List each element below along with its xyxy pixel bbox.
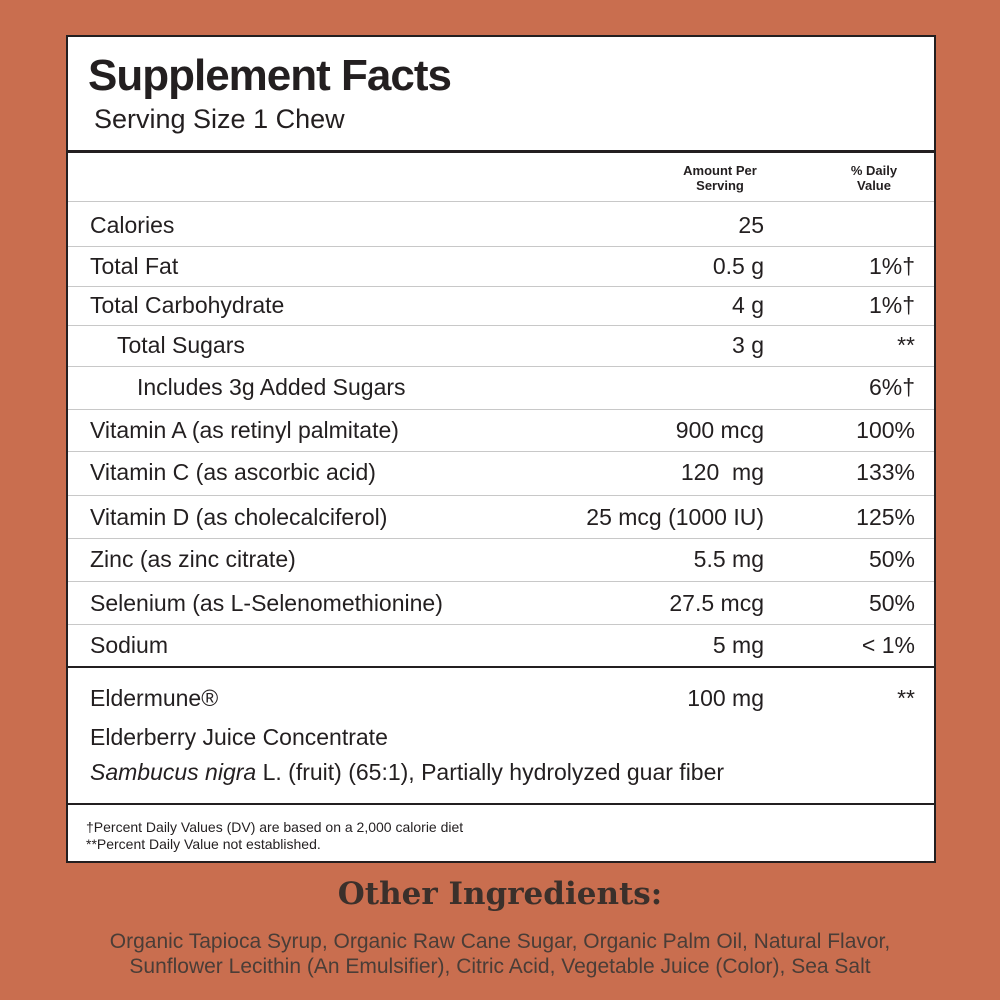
row-separator [68,409,934,410]
row-daily-value: < 1% [861,632,915,658]
row-separator [68,325,934,326]
row-name: Vitamin D (as cholecalciferol) [90,504,388,530]
row-amount: 25 mcg (1000 IU) [586,504,764,530]
rule [68,803,934,805]
row-name: Vitamin A (as retinyl palmitate) [90,417,399,443]
ingredients-line: Sunflower Lecithin (An Emulsifier), Citr… [129,955,871,978]
row-daily-value: 50% [868,546,915,572]
row-daily-value: 125% [856,504,915,530]
row-amount: 5 mg [712,632,764,658]
row-name: Total Sugars [117,332,245,358]
row-name: Vitamin C (as ascorbic acid) [90,459,376,485]
ingredients-line: Organic Tapioca Syrup, Organic Raw Cane … [109,930,891,953]
row-separator [68,451,934,452]
blend-amount: 100 mg [687,685,764,711]
facts-panel: Supplement Facts Serving Size 1 Chew Amo… [66,35,936,863]
other-ingredients-heading: Other Ingredients: [337,876,663,912]
row-separator [68,246,934,247]
footnote: †Percent Daily Values (DV) are based on … [86,819,464,835]
row-name: Total Carbohydrate [90,292,285,318]
row-name: Selenium (as L-Selenomethionine) [90,590,443,616]
title: Supplement Facts [88,51,452,100]
header-amount: Amount Per Serving [683,163,757,193]
row-daily-value: 1%† [868,292,915,318]
serving-size: Serving Size 1 Chew [94,104,345,134]
row-separator [68,581,934,582]
header-daily-value: % Daily Value [850,163,898,193]
row-amount: 900 mcg [675,417,764,443]
row-separator [68,624,934,625]
row-name: Sodium [90,632,168,658]
row-amount: 27.5 mcg [669,590,764,616]
row-amount: 0.5 g [712,253,764,279]
blend-description: Elderberry Juice Concentrate [90,724,388,750]
row-daily-value: 6%† [868,374,915,400]
row-amount: 25 [738,212,764,238]
row-daily-value: 133% [856,459,915,485]
row-daily-value: 100% [856,417,915,443]
row-separator [68,495,934,496]
source-italic: Sambucus nigra [90,759,257,785]
row-amount: 3 g [732,332,764,358]
row-name: Total Fat [90,253,179,279]
blend-source: Sambucus nigra L. (fruit) (65:1), Partia… [90,758,724,786]
row-amount: 4 g [732,292,764,318]
row-amount: 5.5 mg [693,546,764,572]
rule [68,666,934,668]
row-name: Includes 3g Added Sugars [137,374,406,400]
rule [68,201,934,202]
blend-name: Eldermune® [90,685,219,711]
row-separator [68,538,934,539]
rule [68,150,934,153]
blend-daily-value: ** [897,685,915,711]
row-name: Zinc (as zinc citrate) [90,546,296,572]
row-separator [68,286,934,287]
source-rest: L. (fruit) (65:1), Partially hydrolyzed … [262,759,725,785]
row-daily-value: ** [897,332,915,358]
row-separator [68,366,934,367]
row-name: Calories [90,212,175,238]
footnote: **Percent Daily Value not established. [86,836,321,852]
row-daily-value: 1%† [868,253,915,279]
row-amount: 120 mg [680,459,764,485]
row-daily-value: 50% [868,590,915,616]
